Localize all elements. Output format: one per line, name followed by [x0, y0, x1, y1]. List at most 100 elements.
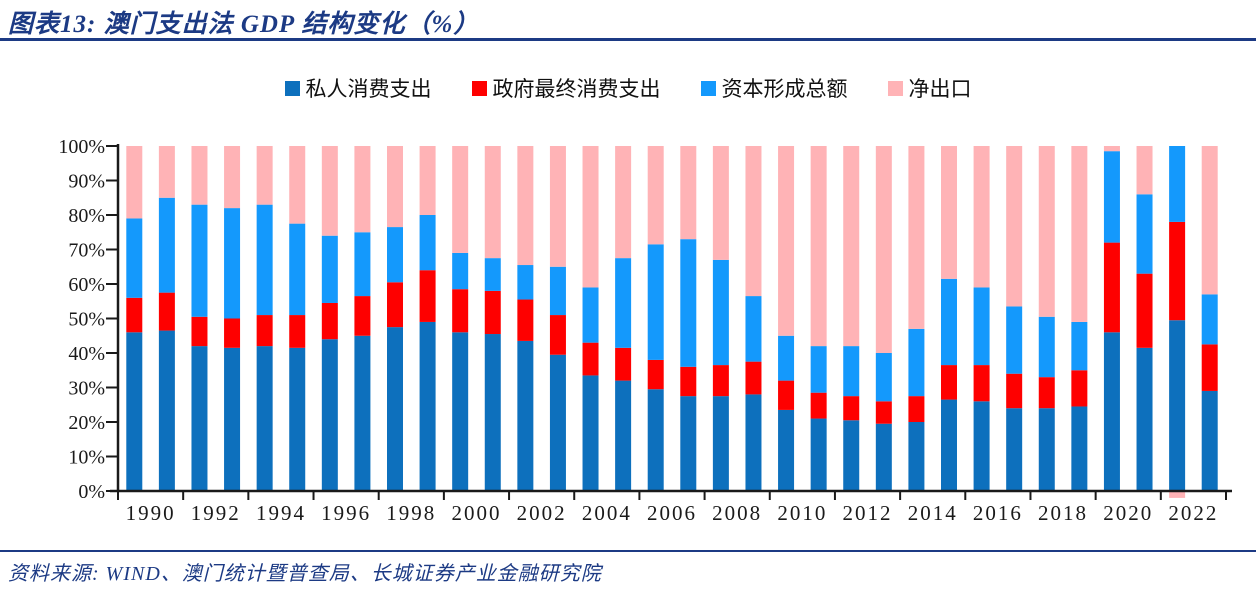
- bar-segment: [1103, 146, 1120, 152]
- bar-segment: [941, 146, 957, 279]
- bar-segment: [1006, 146, 1023, 307]
- bar-segment: [973, 287, 990, 366]
- bar-segment: [256, 315, 273, 347]
- bar-segment: [549, 266, 566, 316]
- bar-segment: [680, 396, 697, 491]
- bar-segment: [1201, 390, 1218, 491]
- bar-segment: [452, 146, 469, 253]
- bar-segment: [875, 401, 892, 424]
- bar-segment: [1169, 320, 1186, 491]
- bar-segment: [321, 302, 338, 340]
- bar-segment: [224, 318, 241, 348]
- bar-segment: [387, 146, 403, 228]
- bar-segment: [941, 399, 957, 491]
- y-tick-label: 60%: [68, 274, 105, 296]
- y-tick-label: 30%: [68, 378, 105, 400]
- y-tick-label: 80%: [68, 205, 105, 227]
- bar-segment: [973, 146, 990, 288]
- y-tick-label: 70%: [68, 240, 105, 262]
- x-tick-label: 2000: [451, 501, 501, 525]
- y-tick-label: 50%: [68, 309, 105, 331]
- bar-segment: [1201, 344, 1218, 391]
- bar-segment: [1071, 406, 1088, 491]
- bar-segment: [256, 204, 273, 316]
- bar-segment: [549, 146, 566, 267]
- bar-segment: [745, 394, 762, 491]
- bar-segment: [289, 146, 306, 224]
- bar-segment: [1071, 146, 1088, 322]
- bar-segment: [191, 204, 208, 317]
- x-tick-label: 1992: [191, 501, 241, 525]
- x-tick-label: 2006: [647, 501, 697, 525]
- y-tick-label: 100%: [58, 136, 105, 158]
- bar-segment: [745, 146, 762, 297]
- bar-segment: [908, 422, 925, 491]
- legend-label-private-consumption: 私人消费支出: [305, 77, 432, 101]
- bar-segment: [680, 146, 697, 240]
- bar-segment: [615, 146, 632, 259]
- bar-segment: [843, 420, 860, 491]
- bar-segment: [224, 146, 241, 209]
- bar-segment: [256, 146, 273, 205]
- bar-segment: [191, 346, 208, 491]
- legend-label-capital-formation: 资本形成总额: [721, 77, 848, 101]
- bar-segment: [1136, 347, 1153, 491]
- bar-segment: [843, 146, 860, 347]
- bar-segment: [582, 375, 599, 491]
- bar-segment: [158, 197, 175, 293]
- bar-segment: [1136, 273, 1153, 348]
- bar-segment: [387, 282, 403, 328]
- bar-segment: [582, 342, 599, 376]
- legend-item-capital-formation: 资本形成总额: [700, 73, 848, 103]
- bar-segment: [517, 146, 534, 266]
- bar-segment: [1103, 242, 1120, 333]
- bar-segment: [908, 328, 925, 397]
- bar-segment: [647, 389, 664, 491]
- legend-item-government-consumption: 政府最终消费支出: [471, 73, 661, 103]
- bar-segment: [354, 296, 371, 336]
- bar-segment: [1071, 321, 1088, 371]
- bar-segment: [745, 361, 762, 395]
- bar-segment: [158, 292, 175, 331]
- bar-segment: [875, 423, 892, 491]
- bar-segment: [745, 296, 762, 362]
- bar-segment: [549, 354, 566, 491]
- bar-segment: [1201, 294, 1218, 345]
- bar-segment: [1136, 146, 1153, 195]
- bar-segment: [1136, 194, 1153, 274]
- y-tick-label: 10%: [68, 447, 105, 469]
- bar-segment: [1006, 373, 1023, 409]
- legend-label-government-consumption: 政府最终消费支出: [492, 77, 661, 101]
- legend-item-net-exports: 净出口: [887, 73, 972, 103]
- x-tick-label: 2014: [908, 501, 958, 525]
- bar-segment: [582, 287, 599, 343]
- bar-segment: [875, 353, 892, 402]
- y-tick-label: 90%: [68, 171, 105, 193]
- x-tick-label: 2012: [843, 501, 893, 525]
- bar-segment: [1169, 146, 1186, 222]
- chart-legend: 私人消费支出 政府最终消费支出 资本形成总额 净出口: [0, 73, 1256, 103]
- bar-segment: [843, 346, 860, 397]
- bar-segment: [712, 396, 729, 491]
- bar-segment: [582, 146, 599, 288]
- legend-swatch-government-consumption-icon: [471, 80, 487, 96]
- x-tick-label: 2018: [1038, 501, 1088, 525]
- bar-segment: [289, 347, 306, 491]
- bar-segment: [712, 259, 729, 366]
- bar-segment: [256, 346, 273, 491]
- bar-segment: [908, 396, 925, 422]
- bar-segment: [941, 278, 957, 366]
- bar-segment: [1006, 408, 1023, 491]
- bar-segment: [778, 335, 795, 381]
- bar-segment: [615, 258, 632, 348]
- bar-segment: [1071, 370, 1088, 407]
- legend-swatch-capital-formation-icon: [700, 80, 716, 96]
- bar-segment: [191, 146, 208, 205]
- bar-segment: [452, 289, 469, 333]
- bar-segment: [680, 239, 697, 367]
- bar-segment: [549, 315, 566, 355]
- bar-segment: [810, 418, 827, 491]
- bar-segment: [647, 146, 664, 245]
